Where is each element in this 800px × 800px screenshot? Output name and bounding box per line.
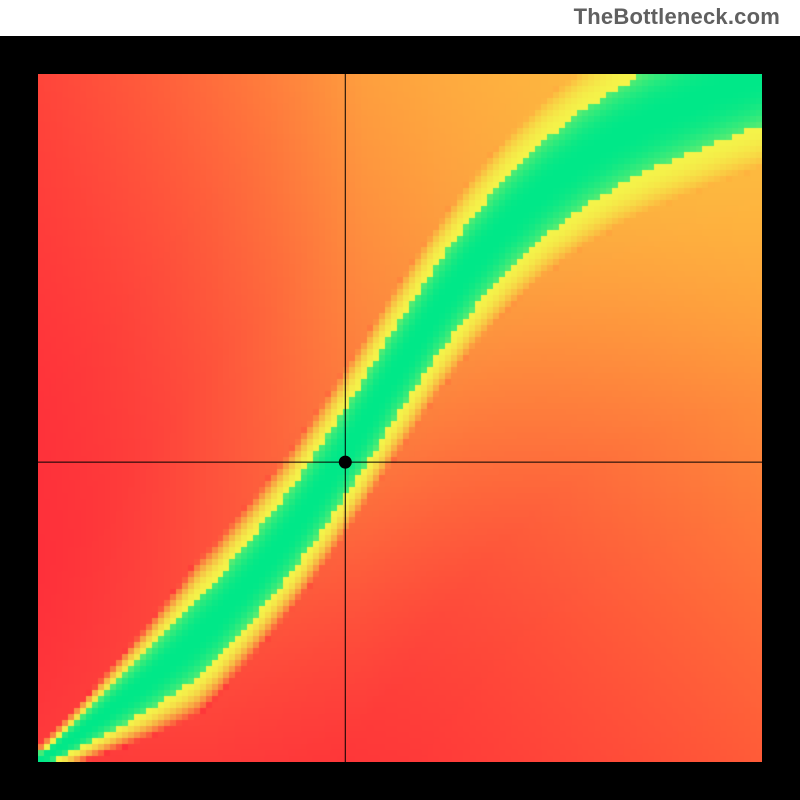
watermark-text: TheBottleneck.com	[574, 4, 780, 30]
chart-container: TheBottleneck.com	[0, 0, 800, 800]
crosshair-marker	[339, 456, 352, 469]
plot-frame	[0, 36, 800, 800]
crosshair-overlay	[38, 74, 762, 762]
